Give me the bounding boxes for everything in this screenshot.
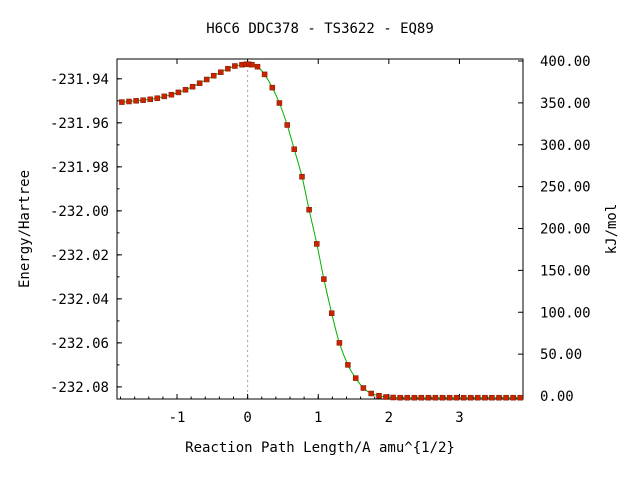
y-right-tick-label: 100.00 [540,305,591,321]
x-tick-label: -1 [169,410,186,426]
data-point [269,84,276,91]
data-point [284,122,290,128]
data-point [345,362,351,368]
series-points [119,61,523,401]
x-tick-label: 0 [243,410,251,426]
y-left-tick-label: -232.06 [50,336,109,352]
y-right-tick-label: 200.00 [540,222,591,238]
y-right-tick-label: 400.00 [540,54,591,70]
energy-curve [121,63,521,399]
data-point [218,69,224,75]
data-point [328,310,335,316]
data-point [261,71,268,78]
x-tick-label: 1 [314,410,322,426]
data-point [336,340,343,346]
y-left-tick-label: -231.94 [50,72,109,88]
data-point [467,394,474,401]
series-line [121,63,521,399]
y-right-tick-label: 0.00 [540,389,574,405]
data-point [360,385,367,391]
data-point [432,394,439,401]
y-left-tick-label: -232.02 [50,248,109,264]
data-point [390,394,396,401]
data-point [510,394,516,401]
data-point [133,98,139,104]
data-point [161,93,168,100]
y-right-tick-label: 50.00 [540,347,582,363]
data-point [225,65,231,72]
data-point [404,394,410,401]
y-left-tick-label: -231.96 [50,116,109,132]
data-point [425,394,432,401]
data-point [147,96,153,103]
data-point [383,394,389,400]
data-point [189,83,196,90]
y-axis-label-right: kJ/mol [604,204,620,255]
data-point [439,394,446,401]
y-left-tick-label: -232.08 [50,380,109,396]
data-point [276,100,283,106]
data-point [517,394,523,401]
y-right-tick-label: 350.00 [540,96,591,112]
data-point [299,173,305,180]
data-point [175,89,182,96]
x-ticks: -1 0 1 2 3 [120,59,517,426]
y-left-ticks: -231.94 -231.96 -231.98 -232.00 -232.02 -232.… [50,72,122,396]
data-point [249,61,255,68]
data-point [475,394,481,401]
data-point [482,394,488,401]
data-point [126,98,132,105]
y-left-tick-label: -231.98 [50,160,109,176]
x-tick-label: 3 [455,410,463,426]
x-tick-label: 2 [385,410,393,426]
data-point [446,394,453,401]
data-point [503,394,509,401]
data-point [210,72,217,79]
data-point [397,394,403,401]
data-point [418,394,425,401]
data-point [291,146,297,152]
y-left-tick-label: -232.04 [50,292,109,308]
plot-frame [116,58,524,400]
data-point [352,375,359,381]
data-point [306,206,312,213]
y-axis-label-left: Energy/Hartree [17,170,33,288]
y-left-tick-label: -232.00 [50,204,109,220]
chart-title: H6C6 DDC378 - TS3622 - EQ89 [206,21,434,37]
x-axis-label: Reaction Path Length/A amu^{1/2} [185,440,455,456]
data-point [496,394,502,401]
data-point [411,394,418,401]
data-point [182,87,189,93]
y-right-tick-label: 300.00 [540,138,591,154]
data-point [460,394,467,401]
data-point [232,63,238,69]
data-point [368,390,374,397]
y-right-tick-label: 250.00 [540,180,591,196]
data-point [376,392,382,399]
data-point [140,97,146,103]
data-point [119,99,125,105]
data-point [196,80,203,86]
data-point [453,394,460,401]
data-point [168,91,175,98]
y-right-tick-label: 150.00 [540,263,591,279]
data-point [489,394,495,401]
data-point [321,276,327,282]
data-point [314,241,320,247]
data-point [203,76,210,83]
data-point [154,95,160,101]
data-point [254,63,261,70]
y-right-ticks: 400.00 350.00 300.00 250.00 200.00 150.00 100.… [518,54,591,405]
